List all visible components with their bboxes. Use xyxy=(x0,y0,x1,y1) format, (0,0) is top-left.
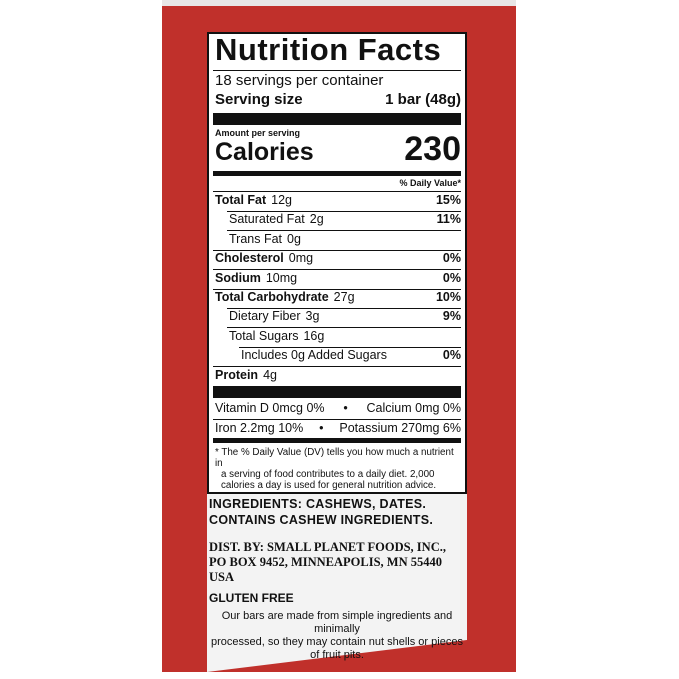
serving-size-label: Serving size xyxy=(215,91,303,108)
nutrient-row: Includes 0g Added Sugars xyxy=(241,348,392,362)
nutrient-name: Trans Fat xyxy=(229,231,283,246)
nutrition-facts-panel: Nutrition Facts 18 servings per containe… xyxy=(207,32,467,494)
gluten-free: GLUTEN FREE xyxy=(209,591,294,605)
micronutrient: Vitamin D 0mcg 0% xyxy=(215,401,325,415)
nutrient-name: Protein xyxy=(215,367,259,382)
nutrient-name: Total Carbohydrate xyxy=(215,290,329,304)
nutrient-amount: 10mg xyxy=(265,270,298,285)
serving-size-value: 1 bar (48g) xyxy=(385,91,461,108)
nutrient-amount: 12g xyxy=(271,193,293,207)
divider xyxy=(239,346,461,348)
divider xyxy=(227,211,461,212)
divider xyxy=(227,230,461,232)
allergen-line: CONTAINS CASHEW INGREDIENTS. xyxy=(209,513,434,527)
nutrient-name: Dietary Fiber xyxy=(229,309,301,324)
nutrient-row: Total Sugars 16g xyxy=(229,329,324,343)
footnote-line: * The % Daily Value (DV) tells you how m… xyxy=(215,447,454,469)
processing-note: Our bars are made from simple ingredient… xyxy=(209,610,465,662)
daily-value-header: % Daily Value* xyxy=(399,178,461,188)
divider xyxy=(227,327,461,329)
calories-label: Calories xyxy=(215,138,314,166)
nutrient-dv: 0% xyxy=(442,251,461,266)
nutrient-row: Dietary Fiber 3g xyxy=(229,309,319,323)
nutrient-dv: 10% xyxy=(435,290,461,304)
nutrition-title: Nutrition Facts xyxy=(215,32,442,67)
micronutrient-row: Vitamin D 0mcg 0% • Calcium 0mg 0% xyxy=(215,401,461,415)
nutrient-dv: 0% xyxy=(442,270,461,285)
amount-per-serving: Amount per serving xyxy=(215,128,301,138)
nutrient-name: Saturated Fat xyxy=(229,212,305,227)
footnote-line: calories a day is used for general nutri… xyxy=(221,480,437,491)
footnote-line: a serving of food contributes to a daily… xyxy=(221,469,435,480)
distributor: DIST. BY: SMALL PLANET FOODS, INC., PO B… xyxy=(209,540,465,585)
divider xyxy=(227,308,461,309)
nutrient-row: Trans Fat 0g xyxy=(229,232,301,246)
footnote: * The % Daily Value (DV) tells you how m… xyxy=(215,447,461,491)
divider xyxy=(213,288,461,290)
nutrient-amount: 0mg xyxy=(288,251,314,266)
micronutrient-row: Iron 2.2mg 10% • Potassium 270mg 6% xyxy=(215,421,461,435)
divider xyxy=(213,366,461,368)
note-line: processed, so they may contain nut shell… xyxy=(211,636,463,661)
distributor-line: DIST. BY: SMALL PLANET FOODS, INC., xyxy=(209,540,446,554)
nutrient-row: Protein 4g xyxy=(215,368,277,382)
address-line: PO BOX 9452, MINNEAPOLIS, MN 55440 USA xyxy=(209,555,442,584)
nutrient-dv: 11% xyxy=(436,212,461,227)
micronutrient: Potassium 270mg 6% xyxy=(339,421,461,435)
nutrient-name: Sodium xyxy=(215,270,261,285)
bullet-separator: • xyxy=(343,401,348,415)
nutrient-row: Total Carbohydrate 27g xyxy=(215,290,355,304)
note-line: Our bars are made from simple ingredient… xyxy=(221,610,453,635)
nutrient-row: Sodium 10mg xyxy=(215,271,297,285)
divider xyxy=(213,249,461,251)
nutrient-amount: 16g xyxy=(303,328,325,343)
nutrient-row: Total Fat 12g xyxy=(215,193,292,207)
nutrient-amount: 0g xyxy=(287,231,301,246)
nutrient-amount: 3g xyxy=(305,309,320,324)
bullet-separator: • xyxy=(319,421,324,435)
nutrient-name: Total Sugars xyxy=(229,328,299,343)
nutrient-dv: 9% xyxy=(442,309,461,324)
ingredients-line: INGREDIENTS: CASHEWS, DATES. xyxy=(209,497,427,511)
nutrient-amount: 27g xyxy=(333,290,355,304)
nutrient-row: Cholesterol 0mg xyxy=(215,251,313,265)
divider xyxy=(213,419,461,420)
nutrient-name: Total Fat xyxy=(215,193,267,207)
nutrient-dv: 15% xyxy=(435,193,461,207)
nutrient-name: Includes 0g Added Sugars xyxy=(241,348,387,363)
nutrient-name: Cholesterol xyxy=(215,251,284,266)
nutrient-row: Saturated Fat 2g xyxy=(229,212,324,226)
nutrient-dv: 0% xyxy=(442,348,461,363)
nutrient-amount: 2g xyxy=(309,212,324,227)
box-top-edge xyxy=(162,0,516,8)
divider xyxy=(213,269,461,271)
nutrient-amount: 4g xyxy=(263,367,277,382)
servings-per-container: 18 servings per container xyxy=(215,72,384,89)
ingredients: INGREDIENTS: CASHEWS, DATES. CONTAINS CA… xyxy=(209,496,465,528)
micronutrient: Iron 2.2mg 10% xyxy=(215,421,304,435)
calories-value: 230 xyxy=(404,130,461,168)
micronutrient: Calcium 0mg 0% xyxy=(366,401,461,415)
